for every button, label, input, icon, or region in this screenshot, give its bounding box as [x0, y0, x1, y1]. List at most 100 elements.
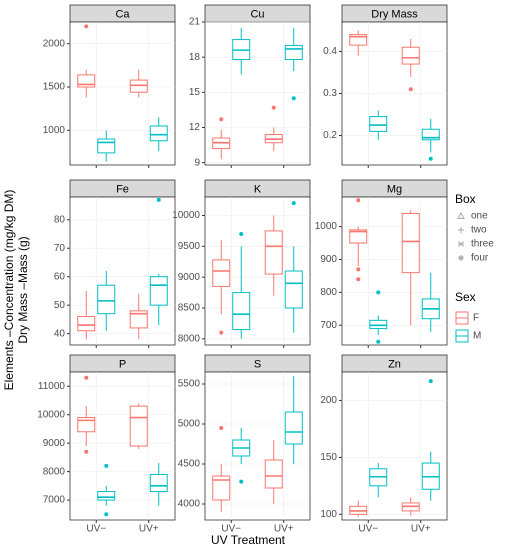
box	[77, 316, 96, 332]
y-tick-label: 10000	[37, 409, 65, 420]
x-tick-label: UV−	[358, 524, 378, 535]
box	[129, 310, 148, 329]
outlier	[376, 339, 381, 344]
outlier	[291, 201, 296, 206]
panel	[69, 371, 176, 521]
y-tick-label: 40	[54, 328, 66, 339]
strip-label: S	[254, 358, 261, 370]
outlier	[356, 267, 361, 272]
strip-label: Zn	[388, 358, 401, 370]
legend-label: F	[473, 313, 479, 324]
y-tick-label: 9500	[178, 241, 201, 252]
y-tick-label: 12	[189, 122, 201, 133]
legend-symbol	[458, 241, 464, 247]
x-tick-label: UV−	[86, 524, 106, 535]
y-tick-label: 2000	[43, 38, 66, 49]
outlier	[239, 232, 244, 236]
box	[369, 116, 388, 132]
x-tick-label: UV−	[221, 524, 241, 535]
y-tick-label: 50	[54, 300, 66, 311]
y-tick-label: 900	[320, 254, 337, 265]
y-tick-label: 15	[189, 87, 201, 98]
y-tick-label: 1000	[315, 221, 338, 232]
y-tick-label: 5000	[178, 419, 201, 430]
outlier	[84, 375, 89, 380]
box	[284, 411, 303, 445]
box	[149, 276, 168, 306]
y-tick-label: 70	[54, 243, 66, 254]
box	[421, 128, 440, 141]
y-tick-label: 9	[194, 157, 200, 168]
strip-label: Mg	[387, 183, 402, 195]
x-tick-label: UV+	[411, 524, 431, 535]
box	[349, 229, 368, 244]
strip-label: P	[119, 358, 126, 370]
outlier	[376, 290, 381, 295]
outlier	[428, 156, 433, 161]
box	[97, 491, 116, 501]
y-tick-label: 4000	[178, 499, 201, 510]
y-tick-label: 21	[189, 17, 201, 28]
box	[232, 292, 251, 331]
box	[284, 44, 303, 61]
box	[97, 138, 116, 154]
y-tick-label: 200	[320, 395, 337, 406]
panel	[341, 196, 448, 346]
y-tick-label: 8000	[43, 466, 66, 477]
y-tick-label: 1500	[43, 82, 66, 93]
strip-label: Ca	[115, 8, 130, 20]
box	[129, 79, 148, 93]
y-tick-label: 8000	[178, 333, 201, 344]
y-tick-label: 11000	[38, 381, 66, 392]
y-tick-label: 9000	[178, 272, 201, 283]
outlier	[356, 198, 361, 203]
outlier	[271, 105, 276, 110]
box	[284, 270, 303, 309]
y-tick-label: 5500	[178, 379, 201, 390]
y-tick-label: 7000	[43, 495, 66, 506]
y-tick-label: 0.3	[323, 88, 337, 99]
y-tick-label: 700	[320, 320, 337, 331]
panel	[341, 371, 448, 521]
legend-title: Sex	[455, 290, 476, 304]
box	[212, 475, 231, 501]
outlier	[104, 512, 109, 517]
strip-label: Fe	[116, 183, 129, 195]
legend-label: M	[473, 331, 481, 342]
y-axis-title: Elements –Concentration (mg/kg DM)	[2, 190, 16, 391]
box	[369, 319, 388, 330]
box	[212, 259, 231, 287]
legend-title: Box	[455, 192, 476, 206]
legend-symbol	[458, 227, 464, 233]
legend-symbol	[458, 255, 464, 261]
y-tick-label: 60	[54, 271, 66, 282]
box	[349, 34, 368, 46]
y-tick-label: 800	[320, 287, 337, 298]
y-tick-label: 10000	[172, 210, 200, 221]
outlier	[219, 330, 224, 335]
y-tick-label: 0.4	[323, 46, 337, 57]
legend-label: three	[471, 239, 494, 250]
outlier	[156, 197, 161, 202]
y-tick-label: 18	[189, 52, 201, 63]
y-tick-label: 0.2	[323, 130, 337, 141]
box	[264, 230, 283, 275]
outlier	[84, 24, 89, 29]
box	[264, 459, 283, 489]
outlier	[356, 277, 361, 282]
outlier	[239, 479, 244, 484]
y-tick-label: 8500	[178, 303, 201, 314]
outlier	[219, 426, 224, 430]
outlier	[104, 463, 109, 468]
y-axis-title: Dry Mass –Mass (g)	[16, 236, 30, 343]
y-tick-label: 1000	[43, 125, 66, 136]
box	[149, 473, 168, 493]
outlier	[408, 87, 413, 92]
outlier	[291, 96, 296, 101]
box	[129, 405, 148, 447]
x-tick-label: UV+	[139, 524, 159, 535]
outlier	[428, 379, 433, 384]
box	[149, 125, 168, 142]
y-tick-label: 100	[320, 509, 337, 520]
